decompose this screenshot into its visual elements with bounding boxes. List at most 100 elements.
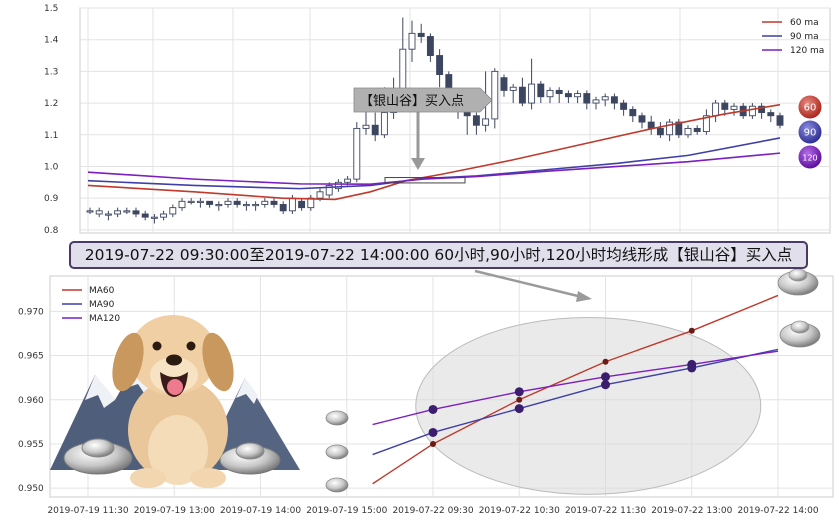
bottom-x-tick: 2019-07-22 10:30: [479, 506, 560, 516]
series-point: [601, 380, 610, 390]
candle-body: [408, 32, 416, 50]
candle-body: [592, 99, 600, 104]
bottom-x-tick: 2019-07-19 13:00: [134, 506, 215, 516]
bottom-x-tick: 2019-07-22 14:00: [737, 506, 818, 516]
candle-body: [693, 127, 701, 133]
candle-body: [417, 32, 425, 37]
candle-body: [114, 210, 122, 215]
candle-body: [325, 185, 333, 196]
bottom-x-tick: 2019-07-22 13:00: [651, 506, 732, 516]
top-y-tick: 0.8: [44, 226, 59, 236]
candle-body: [500, 77, 508, 91]
bottom-x-tick: 2019-07-19 15:00: [306, 506, 387, 516]
callout-arrow-shaft: [474, 269, 583, 299]
candle-body: [279, 204, 287, 212]
signal-banner: 2019-07-22 09:30:00至2019-07-22 14:00:00 …: [69, 241, 808, 269]
candle-body: [298, 200, 306, 209]
candle-body: [86, 210, 94, 213]
candle-body: [123, 210, 131, 213]
top-y-tick: 1.5: [44, 4, 58, 14]
series-line-ma60: [372, 294, 779, 485]
candle-body: [684, 127, 692, 136]
top-y-tick: 1.0: [44, 162, 59, 172]
end-badge-120: [797, 144, 823, 170]
candle-body: [472, 115, 480, 126]
candle-body: [583, 93, 591, 104]
signal-arrow-head: [411, 158, 425, 170]
candle-body: [730, 105, 738, 110]
candle-body: [150, 216, 158, 219]
end-badge-90: [797, 119, 823, 145]
candle-body: [564, 93, 572, 98]
candle-body: [758, 105, 766, 114]
candle-body: [104, 213, 112, 216]
candle-body: [574, 93, 582, 98]
candle-body: [196, 200, 204, 203]
candle-body: [629, 108, 637, 117]
candle-body: [169, 207, 177, 215]
candle-body: [675, 121, 683, 136]
candle-body: [160, 213, 168, 218]
series-point: [514, 404, 524, 414]
candle-body: [528, 83, 536, 104]
candle-body: [316, 191, 324, 199]
highlight-ellipse: [415, 317, 762, 495]
candle-body: [371, 124, 379, 136]
candle-body: [546, 89, 554, 98]
candle-body: [537, 83, 545, 98]
ingot-right-icon: [219, 442, 281, 475]
bottom-y-tick: 0.970: [18, 307, 44, 317]
series-point: [428, 404, 438, 414]
decoration-layer: [50, 268, 821, 493]
bottom-x-tick: 2019-07-22 09:30: [392, 506, 473, 516]
bottom-legend-label: MA120: [89, 314, 120, 324]
candle-body: [555, 89, 563, 95]
candle-body: [353, 127, 361, 180]
candle-body: [436, 55, 444, 75]
signal-box: [384, 177, 466, 184]
end-badge-60: [797, 94, 823, 120]
candle-body: [380, 112, 388, 136]
series-point: [516, 396, 523, 403]
candle-body: [702, 115, 710, 133]
top-price-chart: 1.5 1.4 1.3 1.2 1.1 1.0 0.9 0.8 【银山谷】买入点 60 ma 90 …: [44, 4, 831, 236]
candle-body: [132, 210, 140, 215]
candle-body: [206, 200, 214, 205]
bottom-x-tick: 2019-07-19 14:00: [220, 506, 301, 516]
candle-body: [141, 213, 149, 218]
candle-body: [656, 127, 664, 136]
candle-body: [344, 178, 352, 183]
series-point: [602, 358, 609, 365]
series-point: [687, 359, 697, 369]
candle-body: [482, 118, 490, 126]
candle-body: [270, 200, 278, 205]
candle-body: [252, 204, 260, 207]
bottom-legend-label: MA60: [89, 286, 115, 296]
callout-arrow-head: [576, 291, 592, 302]
ingot-left-icon: [63, 438, 133, 475]
top-y-tick: 1.3: [44, 67, 58, 77]
candle-body: [748, 105, 756, 117]
candle-body: [362, 124, 370, 129]
annotation-flag: [353, 87, 493, 113]
bottom-legend-label: MA90: [89, 300, 115, 310]
top-y-tick: 1.2: [44, 99, 58, 109]
top-y-tick: 1.4: [44, 36, 59, 46]
candle-body: [601, 96, 609, 101]
bottom-x-tick: 2019-07-22 11:30: [565, 506, 646, 516]
candle-body: [518, 86, 526, 104]
candle-body: [620, 102, 628, 110]
bottom-y-tick: 0.950: [18, 484, 44, 494]
candle-body: [666, 121, 674, 136]
series-point: [430, 440, 436, 447]
dog-mascot-icon: [112, 315, 234, 488]
candle-body: [638, 115, 646, 123]
candle-body: [491, 70, 499, 120]
ingot-end-icon: [777, 268, 821, 348]
series-point: [688, 327, 695, 334]
series-point: [428, 427, 438, 437]
candle-body: [426, 36, 434, 56]
candle-body: [288, 197, 296, 212]
series-point: [601, 372, 610, 382]
